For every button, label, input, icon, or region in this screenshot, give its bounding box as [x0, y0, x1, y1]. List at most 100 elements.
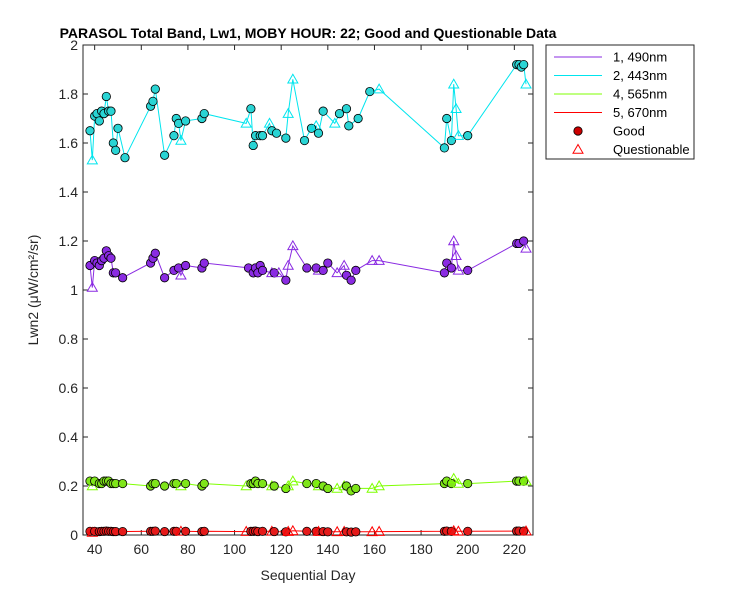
- series-4: [85, 524, 532, 537]
- data-point-questionable: [331, 525, 344, 537]
- data-point-questionable: [286, 475, 299, 486]
- data-point-good: [334, 109, 345, 119]
- data-point-questionable: [373, 479, 385, 491]
- data-point-good: [150, 526, 160, 536]
- x-tick-label: 220: [503, 541, 527, 557]
- data-point-questionable: [447, 472, 460, 483]
- data-point-good: [169, 131, 179, 141]
- legend-label: 2, 443nm: [613, 68, 667, 83]
- data-point-good: [323, 527, 333, 537]
- plot-area: [82, 44, 534, 536]
- data-point-questionable: [240, 117, 253, 128]
- data-point-questionable: [286, 239, 299, 251]
- y-tick-label: 0.4: [59, 429, 79, 445]
- data-point-questionable: [366, 482, 378, 493]
- data-point-good: [199, 258, 209, 268]
- y-tick-label: 0.8: [59, 331, 79, 347]
- data-point-questionable: [447, 234, 460, 246]
- legend-good-marker: [573, 126, 583, 136]
- data-point-good: [299, 135, 310, 146]
- data-point-good: [442, 113, 452, 124]
- data-point-good: [111, 268, 121, 278]
- data-point-good: [120, 153, 130, 163]
- x-tick-label: 120: [270, 541, 294, 557]
- data-point-questionable: [331, 482, 344, 493]
- data-point-good: [323, 483, 333, 494]
- data-point-good: [519, 59, 529, 70]
- data-point-good: [160, 150, 170, 160]
- legend-label: 5, 670nm: [613, 105, 667, 120]
- data-point-good: [257, 265, 268, 275]
- x-tick-label: 60: [134, 541, 150, 557]
- data-point-good: [365, 86, 375, 97]
- data-point-questionable: [282, 107, 295, 118]
- data-point-good: [148, 96, 158, 106]
- y-axis-title: Lwn2 (μW/cm²/sr): [25, 235, 41, 346]
- data-point-good: [353, 113, 363, 124]
- data-point-questionable: [282, 479, 295, 491]
- legend-questionable-marker: [572, 143, 584, 154]
- y-tick-label: 1: [70, 282, 78, 298]
- data-point-good: [118, 478, 128, 489]
- data-point-good: [106, 106, 116, 116]
- series-3: [85, 472, 532, 496]
- data-point-good: [199, 526, 209, 536]
- data-point-questionable: [520, 78, 532, 89]
- data-point-good: [446, 263, 456, 273]
- data-point-good: [180, 526, 191, 536]
- data-point-good: [180, 260, 191, 271]
- data-point-good: [257, 131, 268, 141]
- y-tick-label: 2: [70, 37, 78, 53]
- legend: 1, 490nm 2, 443nm 4, 565nm 5, 670nm Good Ques…: [545, 44, 695, 160]
- x-tick-label: 80: [180, 541, 196, 557]
- data-point-questionable: [328, 117, 341, 128]
- y-tick-label: 1.4: [59, 184, 79, 200]
- y-tick-label: 1.2: [59, 233, 79, 249]
- data-point-good: [341, 104, 352, 114]
- data-point-good: [302, 263, 312, 273]
- data-point-good: [118, 526, 128, 537]
- data-point-questionable: [452, 264, 465, 275]
- series-line: [89, 240, 527, 288]
- data-point-good: [180, 478, 191, 489]
- x-tick-label: 160: [363, 541, 387, 557]
- data-point-good: [271, 128, 282, 138]
- data-point-good: [160, 273, 170, 283]
- data-point-questionable: [366, 525, 378, 537]
- data-point-good: [111, 145, 121, 155]
- data-point-good: [463, 526, 473, 536]
- series-layer: [85, 59, 532, 537]
- legend-label: 1, 490nm: [613, 50, 667, 65]
- data-point-questionable: [338, 259, 351, 270]
- data-point-good: [106, 253, 116, 263]
- data-point-questionable: [331, 266, 344, 278]
- data-point-good: [113, 123, 123, 133]
- x-tick-label: 180: [409, 541, 433, 557]
- data-point-good: [150, 84, 160, 94]
- x-tick-label: 200: [456, 541, 480, 557]
- x-axis-title: Sequential Day: [261, 567, 356, 583]
- data-point-good: [463, 478, 473, 489]
- y-tick-label: 0.2: [59, 478, 79, 494]
- data-point-questionable: [282, 259, 295, 270]
- legend-label: Good: [613, 124, 645, 139]
- data-point-good: [199, 478, 209, 489]
- data-point-good: [150, 248, 160, 258]
- data-point-good: [94, 116, 104, 126]
- data-point-good: [351, 483, 361, 494]
- legend-box: [545, 44, 695, 160]
- data-point-questionable: [373, 254, 385, 265]
- legend-label: Questionable: [613, 142, 690, 157]
- series-1: [85, 234, 532, 292]
- data-point-good: [323, 258, 333, 268]
- data-point-good: [318, 265, 328, 275]
- data-point-questionable: [86, 281, 99, 292]
- data-point-good: [351, 527, 361, 537]
- chart-title: PARASOL Total Band, Lw1, MOBY HOUR: 22; …: [60, 25, 557, 41]
- data-point-questionable: [450, 102, 462, 113]
- x-tick-label: 40: [87, 541, 103, 557]
- data-point-good: [85, 126, 95, 136]
- y-tick-label: 1.8: [59, 86, 79, 102]
- x-tick-label: 100: [223, 541, 247, 557]
